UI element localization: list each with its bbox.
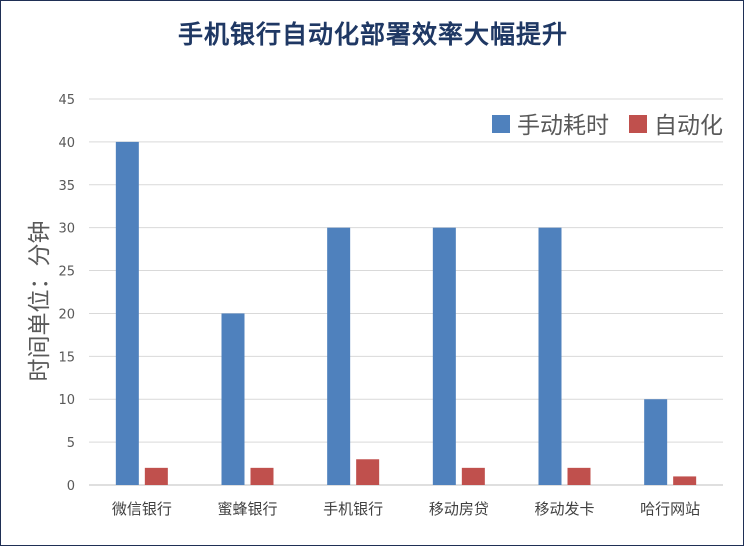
y-tick-label: 30 xyxy=(58,222,75,237)
x-category-label: 移动发卡 xyxy=(534,500,594,518)
bar-manual xyxy=(115,141,139,485)
legend-swatch xyxy=(492,115,510,133)
gridlines xyxy=(89,98,723,486)
bar-auto xyxy=(673,476,697,485)
x-category-label: 哈行网站 xyxy=(640,500,700,518)
bar-manual xyxy=(327,227,351,485)
bar-auto xyxy=(356,459,380,485)
y-axis-ticks: 0 5 10 15 20 25 30 35 40 45 xyxy=(58,93,75,494)
x-category-label: 移动房贷 xyxy=(429,500,489,518)
legend-label: 手动耗时 xyxy=(517,113,609,139)
bar-manual xyxy=(538,227,562,485)
x-category-label: 微信银行 xyxy=(112,500,172,518)
bar-manual xyxy=(221,313,245,485)
y-tick-label: 5 xyxy=(67,436,75,451)
bar-auto xyxy=(461,467,485,485)
y-tick-label: 10 xyxy=(58,393,75,408)
y-tick-label: 20 xyxy=(58,307,75,322)
y-tick-label: 0 xyxy=(67,479,75,494)
y-tick-label: 45 xyxy=(58,93,75,108)
y-axis-label: 时间单位：分钟 xyxy=(27,221,53,382)
bar-manual xyxy=(432,227,456,485)
x-category-label: 手机银行 xyxy=(323,500,383,518)
bars xyxy=(115,141,697,485)
bar-auto xyxy=(567,467,591,485)
y-tick-label: 40 xyxy=(58,136,75,151)
legend-swatch xyxy=(629,115,647,133)
legend-label: 自动化 xyxy=(654,113,723,139)
x-axis-categories: 微信银行 蜜蜂银行 手机银行 移动房贷 移动发卡 哈行网站 xyxy=(112,500,700,518)
bar-auto xyxy=(250,467,274,485)
bar-manual xyxy=(644,399,668,485)
y-tick-label: 25 xyxy=(58,265,75,280)
y-tick-label: 35 xyxy=(58,179,75,194)
x-category-label: 蜜蜂银行 xyxy=(217,500,277,518)
y-tick-label: 15 xyxy=(58,350,75,365)
bar-auto xyxy=(144,467,168,485)
legend: 手动耗时 自动化 xyxy=(492,113,723,139)
chart-title: 手机银行自动化部署效率大幅提升 xyxy=(177,20,568,49)
